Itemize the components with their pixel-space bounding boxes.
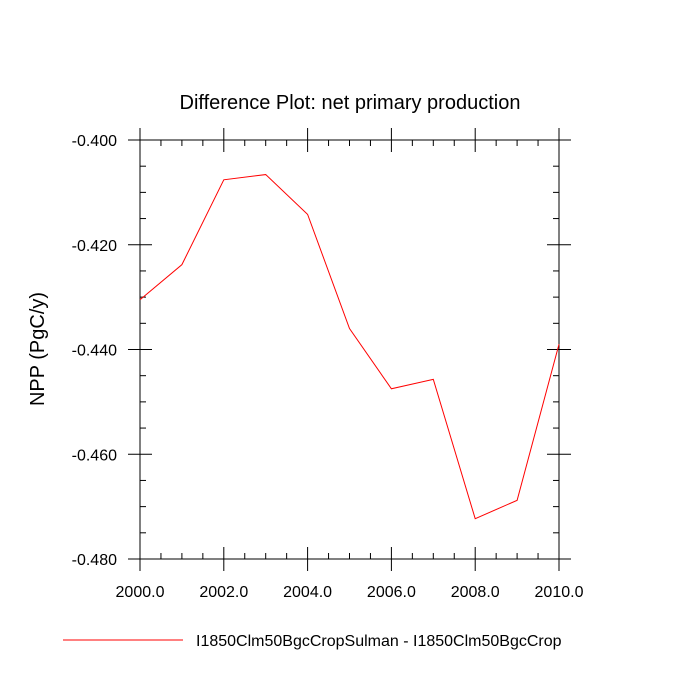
- y-tick-label: -0.420: [72, 238, 117, 255]
- y-tick-label: -0.400: [72, 133, 117, 150]
- plot-frame: [139, 139, 560, 560]
- tick-labels-layer: 2000.0 2002.0 2004.0 2006.0 2008.0 2010.0 -0.4…: [72, 133, 584, 601]
- x-tick-label: 2008.0: [451, 584, 500, 601]
- x-tick-label: 2004.0: [283, 584, 332, 601]
- x-tick-label: 2010.0: [535, 584, 584, 601]
- legend-label: I1850Clm50BgcCropSulman - I1850Clm50BgcC…: [196, 633, 562, 650]
- y-tick-label: -0.480: [72, 552, 117, 569]
- x-tick-label: 2002.0: [199, 584, 248, 601]
- chart-title: Difference Plot: net primary production: [180, 92, 521, 114]
- ticks-layer: [128, 128, 571, 571]
- series-layer: [139, 174, 560, 520]
- y-tick-label: -0.460: [72, 447, 117, 464]
- x-tick-label: 2000.0: [116, 584, 165, 601]
- y-axis-label: NPP (PgC/y): [27, 292, 49, 406]
- legend: I1850Clm50BgcCropSulman - I1850Clm50BgcC…: [63, 633, 562, 650]
- x-tick-label: 2006.0: [367, 584, 416, 601]
- series-line-0: [139, 174, 560, 520]
- y-tick-label: -0.440: [72, 343, 117, 360]
